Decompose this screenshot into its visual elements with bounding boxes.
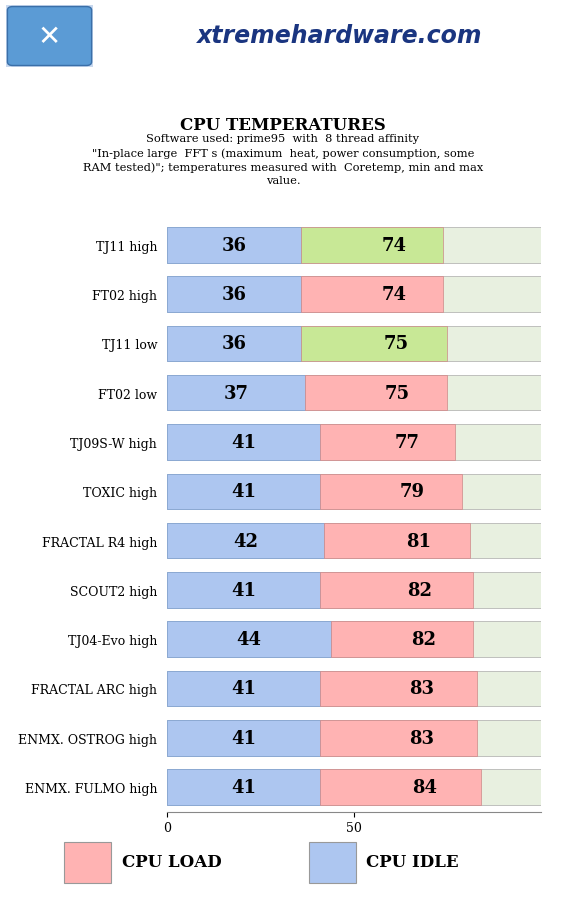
- Bar: [167, 375, 541, 411]
- Text: 41: 41: [231, 729, 256, 747]
- Bar: [167, 425, 320, 460]
- Text: 75: 75: [384, 335, 409, 353]
- Bar: [167, 277, 541, 313]
- Text: 44: 44: [237, 630, 261, 649]
- Bar: [167, 573, 320, 608]
- FancyBboxPatch shape: [1, 3, 98, 71]
- Bar: [302, 277, 443, 313]
- Bar: [167, 228, 541, 263]
- Bar: [320, 720, 477, 756]
- Text: 75: 75: [385, 384, 410, 402]
- Bar: [167, 769, 320, 805]
- Text: xtremehardware.com: xtremehardware.com: [197, 24, 482, 48]
- Bar: [167, 671, 541, 706]
- Bar: [167, 425, 541, 460]
- Bar: [302, 327, 447, 362]
- Bar: [167, 474, 541, 510]
- Bar: [167, 523, 324, 558]
- Text: 41: 41: [231, 778, 256, 796]
- Text: ✕: ✕: [38, 23, 61, 51]
- Text: 74: 74: [381, 286, 406, 304]
- Bar: [302, 228, 443, 263]
- Bar: [320, 474, 462, 510]
- Bar: [167, 228, 302, 263]
- Text: 41: 41: [231, 434, 256, 452]
- Text: 84: 84: [412, 778, 437, 796]
- Bar: [167, 327, 541, 362]
- Text: 83: 83: [410, 680, 435, 698]
- Text: 77: 77: [395, 434, 420, 452]
- Bar: [324, 523, 470, 558]
- Bar: [320, 769, 481, 805]
- Text: 37: 37: [224, 384, 248, 402]
- Text: 41: 41: [231, 680, 256, 698]
- Text: 36: 36: [222, 335, 247, 353]
- FancyBboxPatch shape: [309, 842, 356, 884]
- Bar: [167, 621, 541, 658]
- Text: 82: 82: [407, 581, 432, 599]
- FancyBboxPatch shape: [7, 7, 92, 67]
- Text: 81: 81: [406, 532, 431, 550]
- Text: 41: 41: [231, 483, 256, 501]
- Bar: [167, 474, 320, 510]
- Bar: [167, 720, 320, 756]
- Text: "In-place large  FFT s (maximum  heat, power consumption, some
RAM tested)"; tem: "In-place large FFT s (maximum heat, pow…: [83, 148, 483, 186]
- Bar: [167, 327, 302, 362]
- Bar: [331, 621, 473, 658]
- Text: 41: 41: [231, 581, 256, 599]
- Bar: [167, 523, 541, 558]
- FancyBboxPatch shape: [65, 842, 111, 884]
- Text: CPU IDLE: CPU IDLE: [366, 853, 459, 870]
- Text: 42: 42: [233, 532, 258, 550]
- Text: CPU LOAD: CPU LOAD: [122, 853, 221, 870]
- Bar: [320, 573, 473, 608]
- Text: 36: 36: [222, 286, 247, 304]
- Bar: [167, 621, 331, 658]
- Bar: [320, 425, 454, 460]
- Bar: [167, 573, 541, 608]
- Text: 82: 82: [411, 630, 436, 649]
- Text: Software used: prime95  with  8 thread affinity: Software used: prime95 with 8 thread aff…: [147, 133, 419, 143]
- Bar: [167, 769, 541, 805]
- Bar: [305, 375, 447, 411]
- Text: 83: 83: [410, 729, 435, 747]
- Bar: [320, 671, 477, 706]
- Text: CPU TEMPERATURES: CPU TEMPERATURES: [180, 117, 386, 134]
- Text: 74: 74: [381, 236, 406, 254]
- Bar: [167, 375, 305, 411]
- Bar: [167, 277, 302, 313]
- Bar: [167, 720, 541, 756]
- Text: 36: 36: [222, 236, 247, 254]
- Bar: [167, 671, 320, 706]
- Text: 79: 79: [400, 483, 425, 501]
